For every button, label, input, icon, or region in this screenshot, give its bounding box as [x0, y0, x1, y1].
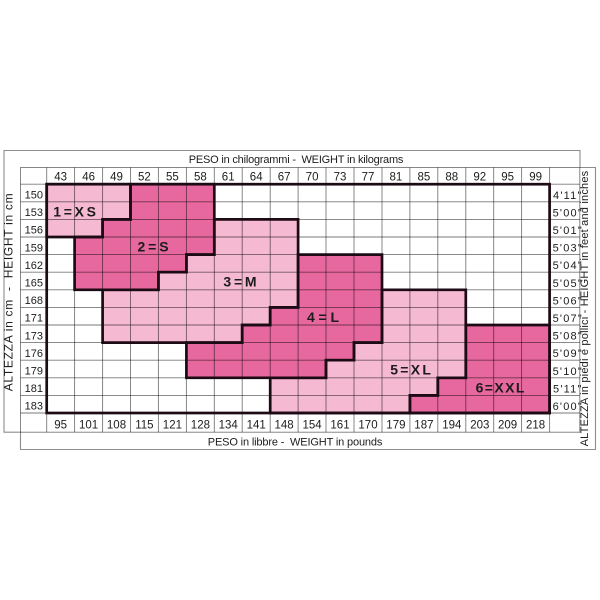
svg-text:5'08": 5'08" [553, 331, 583, 343]
svg-text:218: 218 [526, 419, 545, 431]
svg-text:150: 150 [25, 190, 43, 202]
svg-text:168: 168 [25, 295, 43, 307]
svg-text:3=M: 3=M [223, 274, 259, 290]
svg-text:4'11": 4'11" [553, 190, 583, 202]
svg-text:85: 85 [418, 172, 431, 184]
svg-text:2=S: 2=S [138, 239, 172, 255]
svg-text:159: 159 [25, 242, 43, 254]
svg-text:5'06": 5'06" [553, 295, 583, 307]
svg-text:70: 70 [306, 172, 319, 184]
svg-text:6'00": 6'00" [553, 401, 583, 413]
svg-text:5'05": 5'05" [553, 278, 583, 290]
svg-text:95: 95 [54, 419, 67, 431]
svg-text:165: 165 [25, 278, 43, 290]
svg-text:115: 115 [135, 419, 153, 431]
svg-text:209: 209 [498, 419, 517, 431]
svg-text:55: 55 [166, 172, 179, 184]
svg-text:52: 52 [138, 172, 151, 184]
svg-text:162: 162 [25, 260, 43, 272]
svg-text:ALTEZZA in piedi e pollici - H: ALTEZZA in piedi e pollici - HEIGHT in f… [579, 170, 591, 446]
svg-text:121: 121 [163, 419, 182, 431]
svg-text:99: 99 [529, 172, 542, 184]
svg-text:67: 67 [278, 172, 291, 184]
svg-text:5'00": 5'00" [553, 207, 583, 219]
svg-text:170: 170 [358, 419, 377, 431]
svg-text:4=L: 4=L [307, 309, 343, 325]
svg-text:43: 43 [54, 172, 67, 184]
svg-text:58: 58 [194, 172, 207, 184]
svg-text:154: 154 [303, 419, 323, 431]
svg-text:5'09": 5'09" [553, 348, 583, 360]
svg-text:1=XS: 1=XS [53, 203, 98, 219]
svg-text:194: 194 [442, 419, 462, 431]
svg-text:101: 101 [79, 419, 98, 431]
svg-text:134: 134 [219, 419, 239, 431]
svg-text:5'01": 5'01" [553, 225, 583, 237]
svg-text:61: 61 [222, 172, 235, 184]
svg-text:171: 171 [25, 313, 43, 325]
svg-text:5=XL: 5=XL [390, 362, 433, 378]
svg-text:77: 77 [362, 172, 375, 184]
svg-text:5'11": 5'11" [553, 383, 583, 395]
svg-text:153: 153 [25, 207, 43, 219]
svg-text:187: 187 [414, 419, 433, 431]
svg-text:176: 176 [25, 348, 43, 360]
svg-text:ALTEZZA in cm - HEIGHT in cm: ALTEZZA in cm - HEIGHT in cm [1, 193, 15, 392]
svg-text:173: 173 [25, 330, 43, 342]
svg-text:148: 148 [275, 419, 294, 431]
svg-text:92: 92 [473, 172, 486, 184]
svg-text:95: 95 [501, 172, 514, 184]
svg-text:156: 156 [25, 225, 43, 237]
svg-text:128: 128 [191, 419, 210, 431]
svg-text:PESO in chilogrammi - WEIGHT: PESO in chilogrammi - WEIGHT in kilogram… [189, 154, 404, 166]
svg-text:141: 141 [247, 419, 266, 431]
svg-text:6=XXL: 6=XXL [476, 379, 526, 395]
svg-text:161: 161 [330, 419, 349, 431]
svg-text:181: 181 [25, 383, 43, 395]
svg-text:5'03": 5'03" [553, 243, 583, 255]
svg-text:183: 183 [25, 401, 43, 413]
svg-text:203: 203 [470, 419, 489, 431]
svg-text:49: 49 [110, 172, 123, 184]
svg-text:5'07": 5'07" [553, 313, 583, 325]
svg-text:179: 179 [25, 366, 43, 378]
svg-text:PESO in libbre - WEIGHT in po: PESO in libbre - WEIGHT in pounds [208, 437, 383, 449]
svg-text:179: 179 [386, 419, 405, 431]
svg-text:5'04": 5'04" [553, 260, 583, 272]
svg-text:46: 46 [82, 172, 95, 184]
svg-text:81: 81 [390, 172, 403, 184]
svg-text:108: 108 [107, 419, 126, 431]
svg-text:64: 64 [250, 172, 263, 184]
svg-text:5'10": 5'10" [553, 366, 583, 378]
svg-text:88: 88 [445, 172, 458, 184]
svg-text:73: 73 [334, 172, 347, 184]
